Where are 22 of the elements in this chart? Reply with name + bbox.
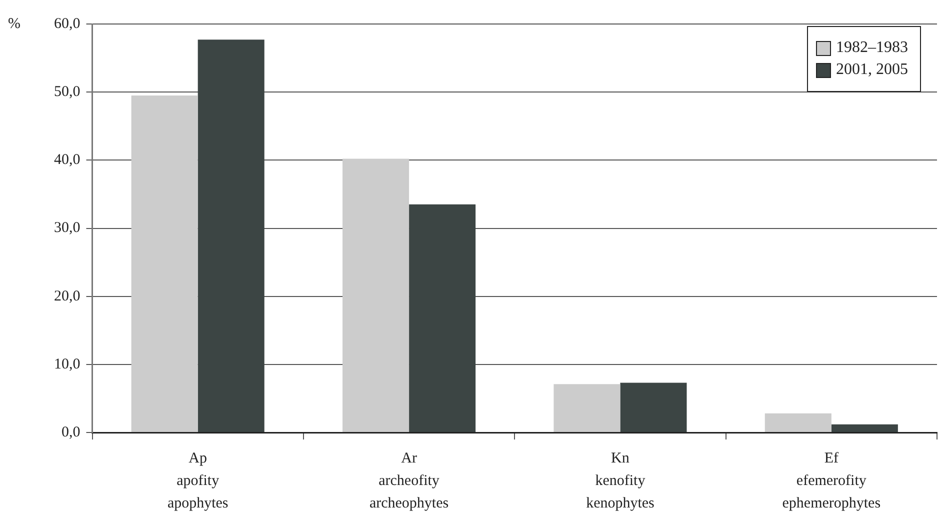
bar (342, 158, 410, 432)
x-tick-label: Kn kenofity kenophytes (586, 450, 655, 512)
x-tick-label: Ap apofity apophytes (167, 450, 228, 512)
x-tick-label: Ar archeofity archeophytes (369, 450, 449, 512)
bar (831, 424, 898, 432)
y-tick-label: 10,0 (54, 356, 80, 372)
legend-label: 1982–1983 (836, 39, 908, 57)
legend-label: 2001, 2005 (836, 61, 908, 79)
bar (131, 95, 198, 432)
bar (620, 382, 687, 432)
y-axis-title: % (8, 16, 20, 33)
y-tick-label: 60,0 (54, 16, 80, 32)
y-tick-label: 50,0 (54, 84, 80, 100)
bar (554, 384, 620, 432)
x-tick-label: Ef efemerofity ephemerophytes (782, 450, 881, 512)
bar (409, 204, 476, 432)
y-tick-label: 0,0 (62, 424, 80, 440)
y-tick-label: 30,0 (54, 220, 80, 236)
y-tick-label: 40,0 (54, 152, 80, 168)
bar (198, 40, 264, 432)
y-tick-label: 20,0 (54, 288, 80, 304)
bar (764, 413, 832, 432)
